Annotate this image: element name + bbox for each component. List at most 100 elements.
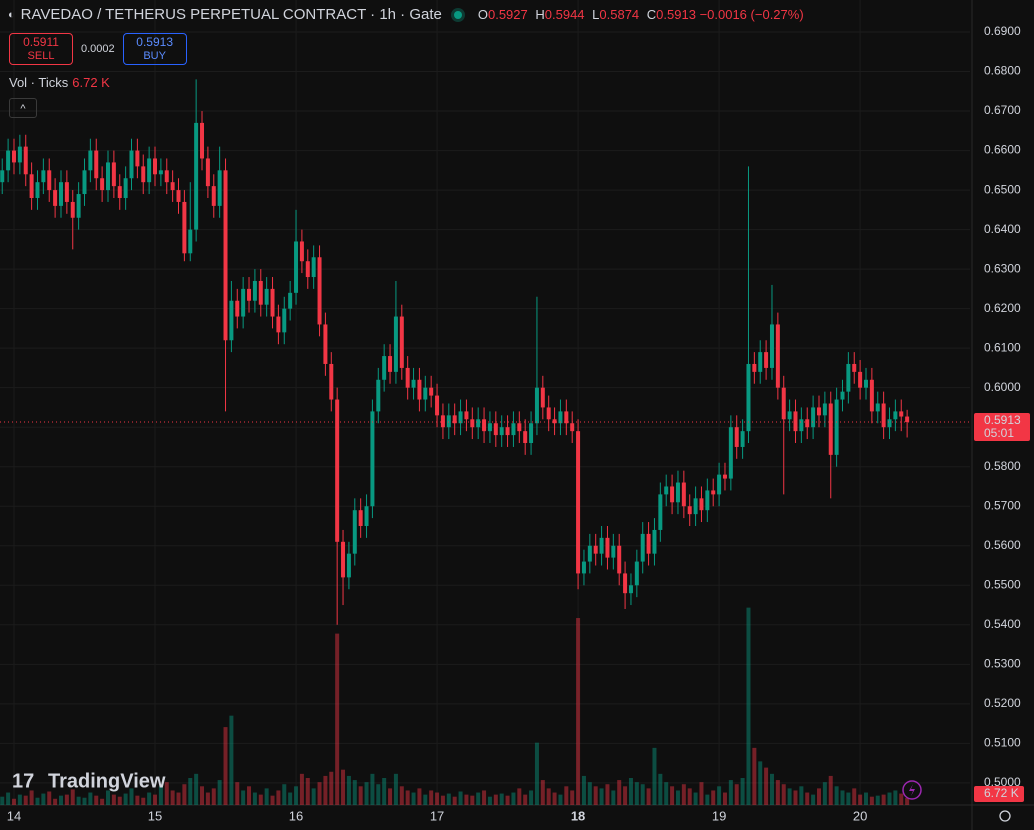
candle-body: [775, 324, 780, 388]
candle-body: [393, 316, 398, 372]
ohlc-label: C: [646, 7, 657, 22]
volume-bar: [787, 788, 792, 805]
candle-body: [399, 316, 404, 368]
candle-body: [435, 395, 440, 416]
volume-bar: [111, 794, 116, 805]
volume-bar: [29, 790, 34, 805]
candle-body: [576, 431, 581, 574]
volume-bar: [781, 784, 786, 805]
volume-bar: [646, 788, 651, 805]
y-tick-label: 0.6600: [984, 143, 1021, 157]
candle-body: [758, 352, 763, 372]
volume-bar: [94, 795, 99, 805]
volume-bar: [35, 797, 40, 805]
candle-body: [511, 423, 516, 436]
volume-bar: [194, 773, 199, 805]
volume-bar: [617, 780, 622, 805]
y-tick-label: 0.6300: [984, 261, 1021, 275]
volume-bar: [123, 793, 128, 805]
ohlc: O0.5927 H0.5944 L0.5874 C0.5913 −0.0016 …: [474, 7, 804, 22]
volume-bar: [417, 788, 422, 805]
candle-body: [617, 545, 622, 574]
candle-body: [123, 178, 128, 198]
volume-bar: [511, 792, 516, 805]
volume-bar: [822, 782, 827, 805]
settings-icon[interactable]: [999, 810, 1011, 822]
candle-body: [540, 387, 545, 408]
volume-bar: [229, 715, 234, 805]
volume-bar: [100, 798, 105, 805]
volume-bar: [681, 784, 686, 805]
ohlc-value: 0.5874: [599, 7, 640, 22]
volume-bar: [675, 790, 680, 805]
candle-body: [846, 363, 851, 392]
volume-bar: [875, 795, 880, 805]
candle-body: [164, 170, 169, 183]
volume-bar: [264, 788, 269, 805]
volume-bar: [105, 790, 110, 805]
volume-bar: [805, 792, 810, 805]
volume-bar: [564, 786, 569, 805]
volume-bar: [88, 792, 93, 805]
volume-bar: [769, 773, 774, 805]
ohlc-label: H: [535, 7, 545, 22]
y-tick-label: 0.6000: [984, 380, 1021, 394]
candle-body: [658, 494, 663, 530]
volume-bar: [252, 792, 257, 805]
volume-bar: [499, 793, 504, 805]
volume-bar: [188, 777, 193, 805]
candle-body: [822, 403, 827, 416]
candle-body: [294, 241, 299, 293]
candle-body: [194, 122, 199, 230]
buy-button[interactable]: 0.5913 BUY: [122, 33, 187, 65]
candle-body: [364, 506, 369, 526]
volume-bar: [816, 788, 821, 805]
volume-bar: [558, 794, 563, 805]
candle-body: [558, 411, 563, 424]
volume-bar: [0, 796, 5, 805]
volume-bar: [658, 773, 663, 805]
volume-bar: [593, 786, 598, 805]
candle-body: [717, 474, 722, 495]
candle-body: [493, 423, 498, 436]
candle-body: [270, 288, 275, 317]
candle-body: [217, 170, 222, 206]
volume-bar: [811, 794, 816, 805]
volume-bar: [905, 798, 910, 805]
volume-bar: [570, 790, 575, 805]
status-dot: [453, 10, 462, 19]
volume-bar: [687, 788, 692, 805]
volume-bar: [670, 786, 675, 805]
volume-bar: [423, 794, 428, 805]
candle-body: [417, 379, 422, 400]
candle-body: [411, 379, 416, 388]
volume-bar: [17, 794, 22, 805]
volume-bar: [699, 782, 704, 805]
candle-body: [581, 561, 586, 574]
candle-body: [640, 533, 645, 562]
volume-bar: [276, 790, 281, 805]
volume-legend: Vol · Ticks 6.72 K: [9, 75, 110, 90]
volume-bar: [846, 792, 851, 805]
candle-body: [740, 431, 745, 447]
volume-bar: [740, 777, 745, 805]
lightning-icon[interactable]: [902, 780, 922, 800]
volume-bar: [258, 794, 263, 805]
x-tick-label: 14: [7, 808, 21, 823]
volume-bar: [205, 792, 210, 805]
candle-body: [452, 415, 457, 424]
y-tick-label: 0.5600: [984, 538, 1021, 552]
sell-button[interactable]: 0.5911 SELL: [9, 33, 73, 65]
volume-bar: [705, 794, 710, 805]
volume-bar: [664, 782, 669, 805]
candle-body: [875, 403, 880, 412]
y-tick-label: 0.6800: [984, 64, 1021, 78]
candle-body: [728, 427, 733, 479]
collapse-button[interactable]: ^: [9, 98, 37, 118]
candle-body: [153, 158, 158, 175]
volume-bar: [470, 795, 475, 805]
candle-body: [863, 379, 868, 388]
candle-body: [705, 490, 710, 511]
volume-bar: [576, 618, 581, 805]
